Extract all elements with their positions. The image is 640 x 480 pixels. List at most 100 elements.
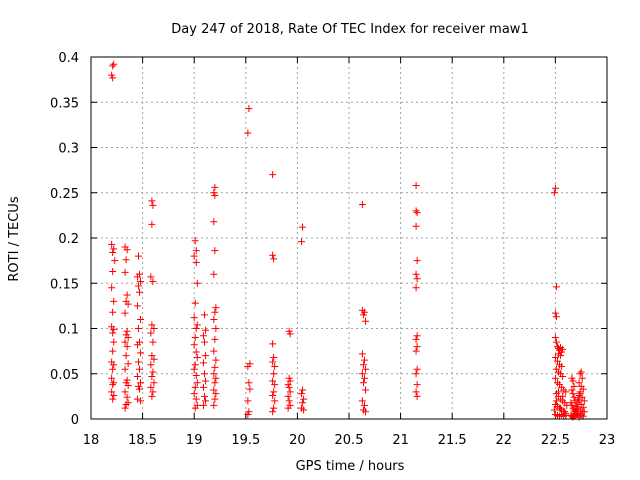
data-point bbox=[191, 237, 199, 245]
data-point bbox=[270, 404, 278, 412]
data-point bbox=[286, 388, 294, 396]
data-point bbox=[192, 258, 200, 266]
data-point bbox=[577, 368, 585, 376]
data-point bbox=[299, 399, 307, 407]
data-point bbox=[360, 401, 368, 409]
data-point bbox=[358, 350, 366, 358]
data-point bbox=[568, 386, 576, 394]
data-point bbox=[148, 197, 156, 205]
data-point bbox=[124, 300, 132, 308]
data-point bbox=[109, 381, 117, 389]
data-point bbox=[269, 171, 277, 179]
data-point bbox=[559, 392, 567, 400]
data-point bbox=[285, 397, 293, 405]
data-point bbox=[190, 314, 198, 322]
data-point bbox=[551, 334, 559, 342]
data-point bbox=[412, 207, 420, 215]
data-point bbox=[108, 284, 116, 292]
data-point bbox=[192, 372, 200, 380]
data-point bbox=[576, 390, 584, 398]
data-point bbox=[580, 397, 588, 405]
data-point bbox=[244, 397, 252, 405]
data-point bbox=[558, 363, 566, 371]
data-point bbox=[412, 347, 420, 355]
data-point bbox=[134, 358, 142, 366]
data-point bbox=[199, 332, 207, 340]
data-point bbox=[108, 388, 116, 396]
y-tick-label: 0.15 bbox=[50, 277, 79, 292]
data-point bbox=[147, 383, 155, 391]
data-point bbox=[150, 355, 158, 363]
data-point bbox=[299, 386, 307, 394]
data-point bbox=[148, 372, 156, 380]
data-points bbox=[108, 60, 588, 421]
data-point bbox=[109, 329, 117, 337]
data-point bbox=[148, 220, 156, 228]
data-point bbox=[149, 388, 157, 396]
x-tick-labels: 18 18.5 19 19.5 20 20.5 21 21.5 22 22.5 23 bbox=[83, 433, 616, 448]
x-tick-label: 19 bbox=[186, 433, 203, 448]
data-point bbox=[271, 397, 279, 405]
data-point bbox=[559, 345, 567, 353]
data-point bbox=[110, 361, 118, 369]
data-point bbox=[110, 391, 118, 399]
data-point bbox=[201, 370, 209, 378]
data-point bbox=[298, 238, 306, 246]
data-point bbox=[570, 411, 578, 419]
data-point bbox=[124, 360, 132, 368]
data-point bbox=[210, 370, 218, 378]
data-point bbox=[121, 388, 129, 396]
chart-title: Day 247 of 2018, Rate Of TEC Index for r… bbox=[171, 22, 528, 37]
data-point bbox=[109, 62, 117, 70]
data-point bbox=[551, 309, 559, 317]
data-point bbox=[245, 379, 253, 387]
data-point bbox=[190, 365, 198, 373]
x-tick-label: 19.5 bbox=[231, 433, 260, 448]
data-point bbox=[191, 383, 199, 391]
data-point bbox=[362, 365, 370, 373]
data-point bbox=[149, 277, 157, 285]
data-point bbox=[359, 361, 367, 369]
data-point bbox=[192, 348, 200, 356]
data-point bbox=[121, 338, 129, 346]
data-point bbox=[148, 352, 156, 360]
data-point bbox=[149, 338, 157, 346]
data-point bbox=[191, 361, 199, 369]
data-point bbox=[122, 352, 130, 360]
plot-frame bbox=[90, 56, 608, 420]
y-tick-label: 0.2 bbox=[58, 232, 79, 247]
data-point bbox=[123, 246, 131, 254]
data-point bbox=[149, 368, 157, 376]
data-point bbox=[124, 334, 132, 342]
data-point bbox=[193, 321, 201, 329]
data-point bbox=[110, 297, 118, 305]
data-point bbox=[579, 385, 587, 393]
data-point bbox=[121, 365, 129, 373]
data-point bbox=[109, 365, 117, 373]
data-point bbox=[550, 189, 558, 197]
data-point bbox=[413, 392, 421, 400]
data-point bbox=[191, 334, 199, 342]
data-point bbox=[298, 390, 306, 398]
data-point bbox=[358, 370, 366, 378]
data-point bbox=[123, 393, 131, 401]
data-point bbox=[269, 391, 277, 399]
grid bbox=[91, 57, 607, 419]
data-point bbox=[300, 395, 308, 403]
data-point bbox=[269, 408, 277, 416]
data-point bbox=[359, 311, 367, 319]
data-point bbox=[202, 326, 210, 334]
data-point bbox=[271, 363, 279, 371]
data-point bbox=[578, 393, 586, 401]
data-point bbox=[413, 209, 421, 217]
y-tick-label: 0.25 bbox=[50, 187, 79, 202]
data-point bbox=[109, 308, 117, 316]
data-point bbox=[412, 182, 420, 190]
data-point bbox=[210, 386, 218, 394]
data-point bbox=[552, 283, 560, 291]
y-tick-label: 0.1 bbox=[58, 323, 79, 338]
data-point bbox=[110, 338, 118, 346]
data-point bbox=[147, 329, 155, 337]
data-point bbox=[193, 279, 201, 287]
